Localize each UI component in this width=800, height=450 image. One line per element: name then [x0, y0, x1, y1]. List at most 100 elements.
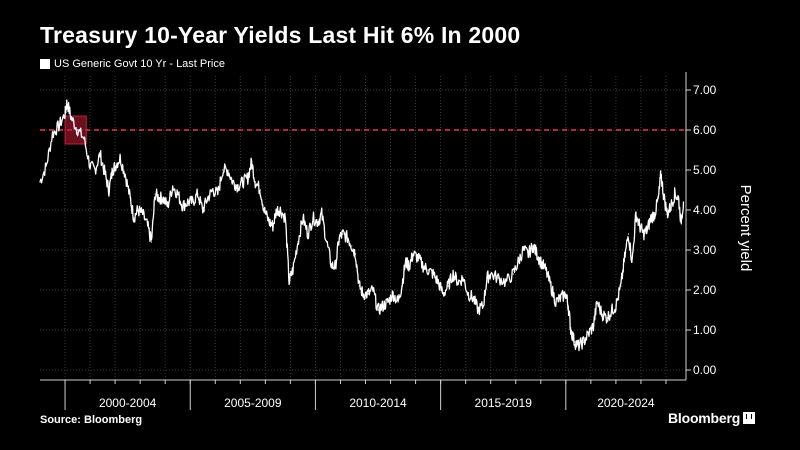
data-point	[427, 269, 429, 271]
data-point	[222, 169, 224, 171]
data-point	[114, 165, 116, 167]
data-point	[207, 197, 209, 199]
data-point	[582, 341, 584, 343]
data-point	[587, 333, 589, 335]
data-point	[467, 293, 469, 295]
data-point	[682, 201, 685, 203]
data-point	[217, 193, 219, 195]
data-point	[254, 181, 256, 183]
data-point	[187, 201, 189, 203]
data-point	[137, 209, 139, 211]
data-point	[202, 209, 204, 211]
data-point	[133, 217, 135, 219]
data-point	[522, 249, 524, 251]
data-point	[263, 209, 265, 211]
data-point	[58, 125, 60, 127]
data-point	[482, 305, 484, 307]
data-point	[674, 193, 676, 195]
data-point	[302, 217, 304, 219]
data-point	[505, 281, 507, 283]
data-point	[338, 237, 340, 239]
bloomberg-terminal-icon	[743, 412, 756, 424]
data-point	[288, 281, 290, 283]
data-point	[39, 181, 41, 183]
data-point	[150, 241, 153, 243]
data-point	[635, 213, 637, 215]
data-point	[650, 217, 652, 219]
data-point	[212, 189, 214, 191]
data-point	[51, 133, 54, 135]
data-point	[83, 137, 85, 139]
data-point	[312, 217, 314, 219]
data-point	[486, 277, 488, 279]
brand-name: Bloomberg	[668, 410, 741, 426]
data-point	[654, 213, 656, 215]
data-point	[452, 273, 454, 275]
data-point	[412, 253, 414, 255]
data-point	[119, 157, 121, 159]
data-point	[108, 189, 110, 191]
data-point	[592, 325, 594, 327]
data-point	[242, 181, 244, 183]
data-point	[536, 253, 538, 255]
data-point	[112, 169, 114, 171]
data-point	[354, 253, 357, 255]
data-point	[76, 129, 79, 131]
data-point	[382, 305, 384, 307]
data-point	[392, 293, 394, 295]
data-point	[457, 281, 459, 283]
data-point	[331, 265, 333, 267]
data-point	[387, 301, 389, 303]
data-point	[677, 197, 680, 199]
data-point	[437, 281, 439, 283]
data-point	[490, 273, 492, 275]
data-point	[432, 273, 434, 275]
data-point	[372, 289, 374, 291]
data-point	[615, 305, 617, 307]
data-point	[334, 265, 337, 267]
data-point	[404, 261, 407, 263]
x-tick-label: 2005-2009	[224, 396, 282, 410]
data-point	[276, 209, 278, 211]
data-point	[517, 261, 519, 263]
data-point	[268, 221, 270, 223]
data-point	[631, 261, 633, 263]
data-point	[197, 193, 199, 195]
data-point	[620, 285, 622, 287]
data-point	[237, 185, 239, 187]
data-point	[297, 241, 299, 243]
y-axis-title: Percent yield	[737, 185, 754, 272]
y-tick-label: 3.00	[693, 243, 717, 257]
data-point	[570, 329, 572, 331]
y-tick-label: 4.00	[693, 203, 717, 217]
x-tick-label: 2015-2019	[475, 396, 533, 410]
data-point	[154, 193, 156, 195]
data-point	[560, 297, 562, 299]
data-point	[545, 269, 547, 271]
data-point	[657, 197, 660, 199]
data-point	[397, 301, 399, 303]
data-point	[247, 177, 249, 179]
data-point	[124, 173, 126, 175]
data-point	[167, 205, 169, 207]
data-point	[104, 173, 106, 175]
data-point	[408, 265, 410, 267]
data-point	[660, 173, 662, 175]
data-point	[142, 213, 144, 215]
data-point	[227, 169, 229, 171]
data-point	[666, 213, 668, 215]
legend-label: US Generic Govt 10 Yr - Last Price	[54, 58, 225, 70]
y-tick-label: 2.00	[693, 283, 717, 297]
data-point	[232, 181, 234, 183]
y-tick-label: 0.00	[693, 363, 717, 377]
data-point	[284, 217, 286, 219]
data-point	[611, 309, 613, 311]
data-point	[279, 209, 281, 211]
data-point	[527, 253, 529, 255]
data-point	[377, 309, 379, 311]
data-point	[342, 233, 344, 235]
data-point	[627, 233, 630, 235]
data-point	[70, 117, 72, 119]
data-point	[177, 193, 179, 195]
